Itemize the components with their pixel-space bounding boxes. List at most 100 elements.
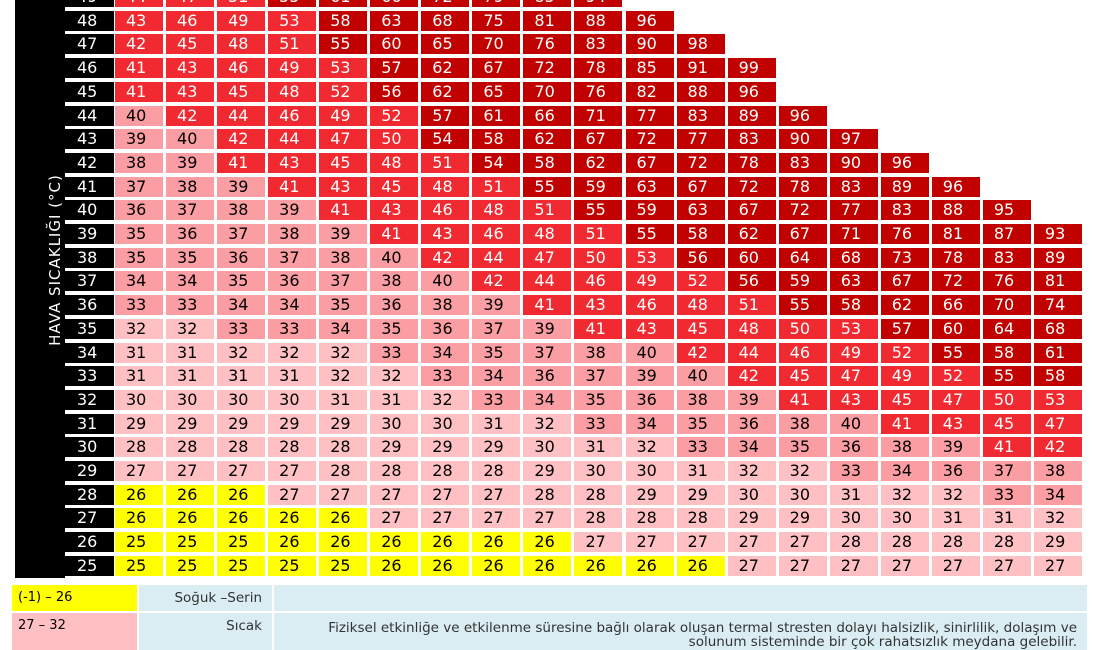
heat-index-cell: 41 xyxy=(523,295,572,316)
heat-index-cell: 39 xyxy=(625,366,674,387)
heat-index-cell: 38 xyxy=(1033,461,1082,481)
legend-row-cool: (-1) – 26 Soğuk –Serin xyxy=(12,585,1087,611)
heat-index-cell: 33 xyxy=(676,437,725,458)
heat-index-cell: 41 xyxy=(115,58,163,79)
heat-index-cell: 88 xyxy=(676,81,725,102)
heat-index-cell: 28 xyxy=(676,508,725,529)
heat-index-cell: 40 xyxy=(370,247,419,268)
heat-index-cell: 73 xyxy=(880,247,929,268)
heat-index-cell: 72 xyxy=(778,200,827,221)
row-temperature-label: 47 xyxy=(65,34,114,55)
heat-index-cell: 27 xyxy=(370,484,419,505)
heat-index-cell: 32 xyxy=(880,484,929,505)
row-temperature-label: 33 xyxy=(65,366,114,387)
heat-index-cell: 37 xyxy=(268,247,317,268)
heat-index-cell: 58 xyxy=(676,224,725,244)
heat-index-cell: 44 xyxy=(472,247,521,268)
heat-index-cell: 66 xyxy=(931,295,980,316)
heat-index-cell: 28 xyxy=(472,461,521,481)
heat-index-cell: 37 xyxy=(472,318,521,339)
heat-index-cell: 25 xyxy=(166,532,215,553)
heat-index-cell: 52 xyxy=(319,81,368,102)
heat-index-cell: 26 xyxy=(421,555,470,576)
heat-index-cell: 30 xyxy=(217,389,266,410)
heat-index-cell: 53 xyxy=(268,10,317,31)
heat-index-cell: 38 xyxy=(880,437,929,458)
heat-index-cell: 49 xyxy=(625,271,674,292)
heat-index-cell: 68 xyxy=(1033,318,1082,339)
heat-index-cell: 34 xyxy=(217,295,266,316)
heat-index-cell: 83 xyxy=(676,105,725,126)
heat-index-cell: 43 xyxy=(421,224,470,244)
heat-index-cell: 61 xyxy=(1033,342,1082,363)
heat-index-cell: 36 xyxy=(115,200,163,221)
heat-index-cell: 34 xyxy=(625,413,674,434)
heat-index-cell: 35 xyxy=(574,389,623,410)
heat-index-cell: 97 xyxy=(829,129,878,150)
heat-index-cell: 34 xyxy=(523,389,572,410)
heat-index-cell: 62 xyxy=(880,295,929,316)
heat-index-cell: 38 xyxy=(319,247,368,268)
heat-index-cell: 51 xyxy=(727,295,776,316)
heat-index-cell: 30 xyxy=(574,461,623,481)
row-temperature-label: 32 xyxy=(65,389,114,410)
row-temperature-label: 48 xyxy=(65,10,114,31)
heat-index-cell: 26 xyxy=(472,555,521,576)
heat-index-cell: 27 xyxy=(727,555,776,576)
heat-index-cell: 83 xyxy=(574,34,623,55)
heat-index-cell: 52 xyxy=(931,366,980,387)
heat-index-cell: 52 xyxy=(370,105,419,126)
row-temperature-label: 31 xyxy=(65,413,114,434)
heat-index-cell: 75 xyxy=(472,10,521,31)
heat-index-cell: 39 xyxy=(319,224,368,244)
heat-index-cell: 98 xyxy=(676,34,725,55)
heat-index-cell: 34 xyxy=(115,271,163,292)
heat-index-cell: 27 xyxy=(268,461,317,481)
heat-index-cell: 70 xyxy=(523,81,572,102)
heat-index-cell: 43 xyxy=(166,58,215,79)
heat-index-cell: 25 xyxy=(115,555,163,576)
heat-index-cell: 68 xyxy=(421,10,470,31)
heat-index-cell: 89 xyxy=(1033,247,1082,268)
heat-index-cell: 26 xyxy=(268,508,317,529)
heat-index-cell: 39 xyxy=(268,200,317,221)
heat-index-cell: 26 xyxy=(472,532,521,553)
heat-index-cell: 96 xyxy=(778,105,827,126)
heat-index-cell: 27 xyxy=(829,555,878,576)
heat-index-cell: 56 xyxy=(727,271,776,292)
heat-index-cell: 29 xyxy=(1033,532,1082,553)
heat-index-cell: 30 xyxy=(421,413,470,434)
heat-index-cell: 33 xyxy=(829,461,878,481)
heat-index-cell: 30 xyxy=(727,484,776,505)
heat-index-cell: 27 xyxy=(421,484,470,505)
heat-index-cell: 29 xyxy=(268,413,317,434)
heat-index-cell: 79 xyxy=(472,0,521,7)
heat-index-cell: 30 xyxy=(370,413,419,434)
heat-index-cell: 51 xyxy=(523,200,572,221)
legend-label: Sıcak xyxy=(139,613,272,650)
heat-index-cell: 72 xyxy=(931,271,980,292)
heat-index-cell: 76 xyxy=(574,81,623,102)
heat-index-cell: 27 xyxy=(727,532,776,553)
heat-index-cell: 67 xyxy=(880,271,929,292)
heat-index-cell: 26 xyxy=(319,532,368,553)
heat-index-cell: 58 xyxy=(472,129,521,150)
heat-index-cell: 29 xyxy=(778,508,827,529)
heat-index-cell: 27 xyxy=(472,484,521,505)
heat-index-cell: 42 xyxy=(421,247,470,268)
heat-index-cell: 25 xyxy=(115,532,163,553)
heat-index-cell: 26 xyxy=(421,532,470,553)
heat-index-cell: 89 xyxy=(880,176,929,197)
heat-index-cell: 35 xyxy=(319,295,368,316)
heat-index-cell: 35 xyxy=(370,318,419,339)
heat-index-cell: 37 xyxy=(574,366,623,387)
heat-index-cell: 33 xyxy=(115,295,163,316)
heat-index-cell: 37 xyxy=(166,200,215,221)
heat-index-cell: 29 xyxy=(319,413,368,434)
heat-index-cell: 26 xyxy=(268,532,317,553)
heat-index-cell: 38 xyxy=(268,224,317,244)
heat-index-cell: 29 xyxy=(727,508,776,529)
heat-index-cell: 77 xyxy=(829,200,878,221)
heat-index-cell: 37 xyxy=(319,271,368,292)
heat-index-table: 4944475155616672798594484346495358636875… xyxy=(65,0,1082,576)
